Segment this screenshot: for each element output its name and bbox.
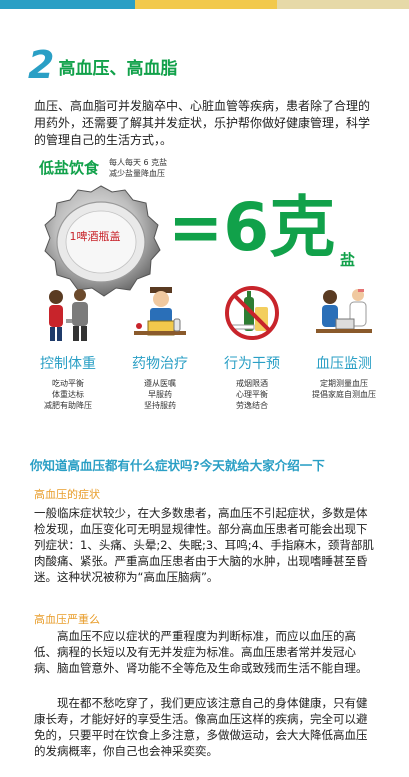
no-smoking-drinking-icon bbox=[225, 286, 279, 340]
category-desc: 遵从医嘱 早服药 坚持服药 bbox=[114, 378, 206, 411]
symptoms-heading: 高血压的症状 bbox=[34, 488, 100, 501]
category-weight-control: 控制体重 吃动平衡 体重达标 减肥有助降压 bbox=[22, 285, 114, 411]
category-desc: 定期测量血压 提倡家庭自测血压 bbox=[298, 378, 390, 400]
low-salt-title: 低盐饮食 bbox=[39, 159, 100, 177]
category-label: 药物治疗 bbox=[132, 356, 188, 372]
salt-note-line1: 每人每天 6 克盐 bbox=[109, 158, 168, 167]
category-behavior: 行为干预 戒烟限酒 心理平衡 劳逸结合 bbox=[206, 285, 298, 411]
salt-note-line2: 减少盐量降血压 bbox=[109, 169, 165, 178]
desc-line: 心理平衡 bbox=[236, 390, 268, 399]
bottle-cap-icon bbox=[44, 185, 161, 297]
top-bar-teal bbox=[0, 0, 135, 9]
desc-line: 吃动平衡 bbox=[52, 379, 84, 388]
medication-icon bbox=[134, 287, 186, 336]
severity-heading: 高血压严重么 bbox=[34, 613, 100, 626]
category-label: 血压监测 bbox=[316, 356, 372, 372]
weight-control-icon bbox=[49, 289, 88, 341]
desc-line: 遵从医嘱 bbox=[144, 379, 176, 388]
intro-paragraph: 血压、高血脂可并发脑卒中、心脏血管等疾病，患者除了合理的用药外，还需要了解其并发… bbox=[34, 99, 371, 147]
desc-line: 戒烟限酒 bbox=[236, 379, 268, 388]
salt-note: 每人每天 6 克盐 减少盐量降血压 bbox=[109, 157, 167, 179]
section-header: 2 高血压、高血脂 bbox=[28, 43, 178, 87]
cap-label: 1啤酒瓶盖 bbox=[69, 230, 121, 243]
desc-line: 减肥有助降压 bbox=[44, 401, 92, 410]
symptoms-paragraph: 一般临床症状较少，在大多数患者，高血压不引起症状，多数是体检发现，血压变化可无明… bbox=[34, 506, 374, 584]
desc-line: 定期测量血压 bbox=[320, 379, 368, 388]
category-desc: 戒烟限酒 心理平衡 劳逸结合 bbox=[206, 378, 298, 411]
severity-paragraph-1: 高血压不应以症状的严重程度为判断标准，而应以血压的高低、病程的长短以及有无并发症… bbox=[34, 629, 368, 675]
question-heading: 你知道高血压都有什么症状吗?今天就给大家介绍一下 bbox=[30, 458, 325, 473]
top-bar-beige bbox=[277, 0, 409, 9]
top-bar-yellow bbox=[135, 0, 277, 9]
six-grams-equation: =6克 bbox=[168, 189, 336, 266]
salt-unit: 盐 bbox=[340, 251, 356, 269]
section-title: 高血压、高血脂 bbox=[58, 59, 178, 79]
category-bp-monitoring: 血压监测 定期测量血压 提倡家庭自测血压 bbox=[298, 285, 390, 400]
severity-paragraph-2: 现在都不愁吃穿了，我们更应该注意自己的身体健康，只有健康长寿，才能好好的享受生活… bbox=[34, 696, 368, 758]
section-number: 2 bbox=[28, 43, 55, 87]
blood-pressure-monitor-icon bbox=[316, 289, 372, 333]
category-desc: 吃动平衡 体重达标 减肥有助降压 bbox=[22, 378, 114, 411]
category-medication: 药物治疗 遵从医嘱 早服药 坚持服药 bbox=[114, 285, 206, 411]
desc-line: 早服药 bbox=[148, 390, 172, 399]
category-label: 控制体重 bbox=[40, 356, 96, 372]
desc-line: 提倡家庭自测血压 bbox=[312, 390, 376, 399]
desc-line: 坚持服药 bbox=[144, 401, 176, 410]
top-color-bar bbox=[0, 0, 409, 9]
category-label: 行为干预 bbox=[224, 356, 280, 372]
desc-line: 劳逸结合 bbox=[236, 401, 268, 410]
desc-line: 体重达标 bbox=[52, 390, 84, 399]
